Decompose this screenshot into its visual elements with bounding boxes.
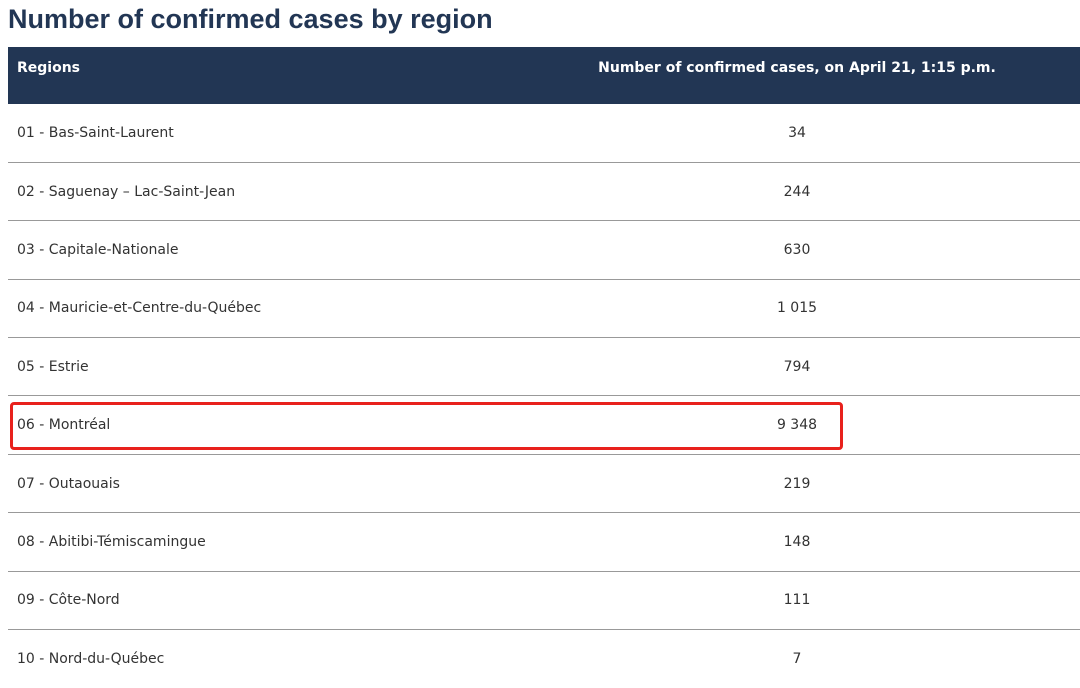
table-row: 01 - Bas-Saint-Laurent 34 [8, 104, 1080, 163]
case-count: 219 [514, 454, 1080, 514]
region-name: 01 - Bas-Saint-Laurent [8, 104, 514, 163]
column-header: Regions [8, 47, 514, 104]
case-count: 34 [514, 104, 1080, 163]
case-count: 148 [514, 512, 1080, 572]
case-count: 244 [514, 162, 1080, 222]
case-count: 111 [514, 571, 1080, 631]
table-row: 05 - Estrie 794 [8, 337, 1080, 397]
case-count: 794 [514, 337, 1080, 397]
table-row: 04 - Mauricie-et-Centre-du-Québec 1 015 [8, 279, 1080, 339]
table-row: 08 - Abitibi-Témiscamingue 148 [8, 512, 1080, 572]
region-name: 05 - Estrie [8, 337, 514, 397]
case-count: 9 348 [514, 395, 1080, 455]
table-row: 07 - Outaouais 219 [8, 454, 1080, 514]
region-name: 07 - Outaouais [8, 454, 514, 514]
page-title: Number of confirmed cases by region [8, 4, 493, 34]
region-name: 03 - Capitale-Nationale [8, 220, 514, 280]
case-count: 630 [514, 220, 1080, 280]
table-row: 10 - Nord-du-Québec 7 [8, 630, 1080, 688]
case-count: 7 [792, 650, 802, 667]
table-row: 03 - Capitale-Nationale 630 [8, 220, 1080, 280]
region-name: 04 - Mauricie-et-Centre-du-Québec [8, 279, 514, 339]
column-header: Number of confirmed cases, on April 21, … [514, 47, 1080, 104]
region-name: 08 - Abitibi-Témiscamingue [8, 512, 514, 572]
header-row: Regions Number of confirmed cases, on Apr… [8, 47, 1080, 104]
table-body: 01 - Bas-Saint-Laurent 34 02 - Saguenay – … [8, 104, 1080, 688]
table-row: 09 - Côte-Nord 111 [8, 571, 1080, 631]
region-name: 09 - Côte-Nord [8, 571, 514, 631]
region-name: 06 - Montréal [8, 395, 514, 455]
region-name: 10 - Nord-du-Québec [17, 650, 165, 667]
table-row: 06 - Montréal 9 348 [8, 395, 1080, 455]
cases-table: Regions Number of confirmed cases, on Apr… [8, 47, 1080, 688]
table-row: 02 - Saguenay – Lac-Saint-Jean 244 [8, 162, 1080, 222]
case-count: 1 015 [514, 279, 1080, 339]
region-name: 02 - Saguenay – Lac-Saint-Jean [8, 162, 514, 222]
